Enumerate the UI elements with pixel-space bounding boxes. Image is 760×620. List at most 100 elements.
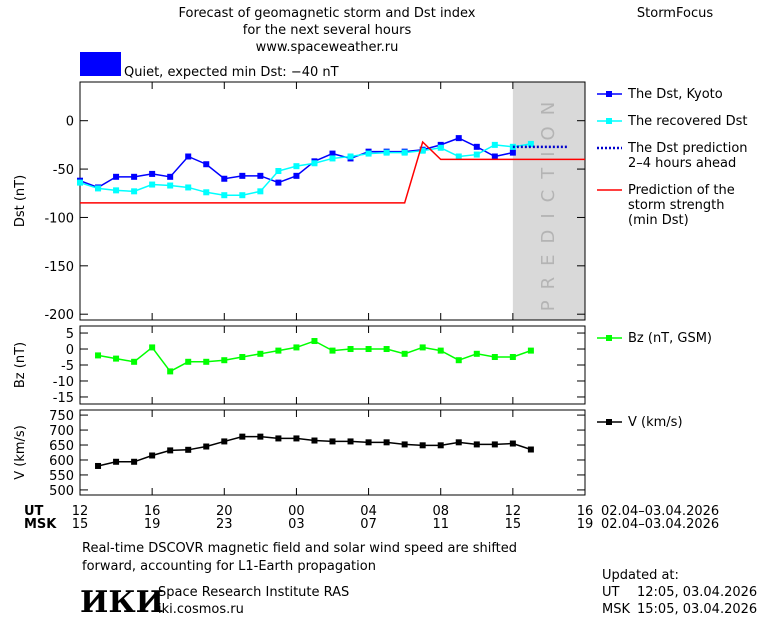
- updated-time: 15:05, 03.04.2026: [637, 602, 757, 617]
- legend-swatch: [606, 419, 612, 425]
- legend-label: Prediction of the: [628, 183, 735, 198]
- data-point: [365, 439, 372, 446]
- y-tick-label: -10: [53, 375, 74, 390]
- data-point: [455, 153, 462, 160]
- x-tick-label: 19: [577, 517, 594, 532]
- data-point: [221, 357, 228, 364]
- data-point: [131, 188, 138, 195]
- data-point: [149, 344, 156, 351]
- data-point: [239, 433, 246, 440]
- x-tick-label: 04: [360, 504, 377, 519]
- data-point: [275, 347, 282, 354]
- data-point: [293, 163, 300, 170]
- date-range: 02.04–03.04.2026: [601, 504, 719, 519]
- status-swatch: [80, 52, 121, 76]
- legend-label: storm strength: [628, 198, 725, 213]
- data-point: [239, 172, 246, 179]
- y-tick-label: 650: [49, 439, 74, 454]
- data-point: [203, 358, 210, 365]
- legend-label: 2–4 hours ahead: [628, 156, 736, 171]
- data-point: [113, 355, 120, 362]
- data-point: [383, 346, 390, 353]
- data-point: [473, 143, 480, 150]
- x-tick-label: 12: [505, 504, 522, 519]
- data-point: [491, 153, 498, 160]
- data-point: [311, 160, 318, 167]
- x-tick-label: 15: [505, 517, 522, 532]
- data-point: [401, 441, 408, 448]
- data-point: [347, 153, 354, 160]
- data-point: [185, 446, 192, 453]
- data-point: [95, 462, 102, 469]
- data-point: [437, 442, 444, 449]
- plot-frame: [79, 409, 586, 496]
- data-point: [131, 173, 138, 180]
- updated-label: UT: [602, 585, 620, 600]
- data-point: [257, 188, 264, 195]
- data-point: [239, 354, 246, 361]
- data-point: [509, 354, 516, 361]
- data-point: [113, 173, 120, 180]
- series-line: [79, 143, 532, 196]
- x-tick-label: 16: [144, 504, 161, 519]
- data-point: [167, 447, 174, 454]
- legend-swatch: [606, 335, 612, 341]
- data-point: [509, 440, 516, 447]
- x-tick-label: 03: [288, 517, 305, 532]
- data-point: [383, 149, 390, 156]
- data-point: [221, 438, 228, 445]
- data-point: [527, 446, 534, 453]
- y-tick-label: 600: [49, 454, 74, 469]
- data-point: [149, 452, 156, 459]
- y-tick-label: -100: [44, 211, 74, 226]
- data-point: [491, 441, 498, 448]
- y-axis-label: Bz (nT): [13, 342, 28, 388]
- data-point: [347, 346, 354, 353]
- prediction-region: [512, 82, 585, 320]
- data-point: [419, 147, 426, 154]
- status-text: Quiet, expected min Dst: −40 nT: [124, 65, 339, 80]
- data-point: [77, 179, 83, 186]
- data-point: [95, 352, 102, 359]
- y-tick-label: -150: [44, 260, 74, 275]
- data-point: [257, 433, 264, 440]
- data-point: [491, 141, 498, 148]
- data-point: [473, 350, 480, 357]
- date-range: 02.04–03.04.2026: [601, 517, 719, 532]
- data-point: [149, 170, 156, 177]
- data-point: [131, 358, 138, 365]
- x-tick-label: 07: [360, 517, 377, 532]
- data-point: [257, 350, 264, 357]
- data-point: [437, 347, 444, 354]
- y-tick-label: 700: [49, 424, 74, 439]
- legend-label: The recovered Dst: [627, 114, 747, 129]
- url: iki.cosmos.ru: [158, 602, 244, 617]
- legend-swatch: [606, 118, 612, 124]
- x-tick-label: 15: [72, 517, 89, 532]
- legend-label: The Dst, Kyoto: [627, 87, 723, 102]
- data-point: [131, 458, 138, 465]
- data-point: [383, 439, 390, 446]
- data-point: [455, 135, 462, 142]
- data-point: [347, 438, 354, 445]
- data-point: [203, 161, 210, 168]
- data-point: [167, 182, 174, 189]
- data-point: [95, 185, 102, 192]
- data-point: [527, 140, 534, 147]
- x-tick-label: 16: [577, 504, 594, 519]
- x-axis-label: UT: [24, 504, 44, 519]
- x-tick-label: 20: [216, 504, 233, 519]
- data-point: [365, 150, 372, 157]
- institute: Space Research Institute RAS: [158, 585, 349, 600]
- y-axis-label: V (km/s): [13, 425, 28, 480]
- data-point: [113, 187, 120, 194]
- data-point: [419, 344, 426, 351]
- x-axis-label: MSK: [24, 517, 57, 532]
- x-tick-label: 08: [432, 504, 449, 519]
- data-point: [185, 153, 192, 160]
- series-line: [97, 340, 532, 373]
- data-point: [293, 435, 300, 442]
- data-point: [527, 347, 534, 354]
- data-point: [293, 172, 300, 179]
- legend-label: The Dst prediction: [627, 141, 748, 156]
